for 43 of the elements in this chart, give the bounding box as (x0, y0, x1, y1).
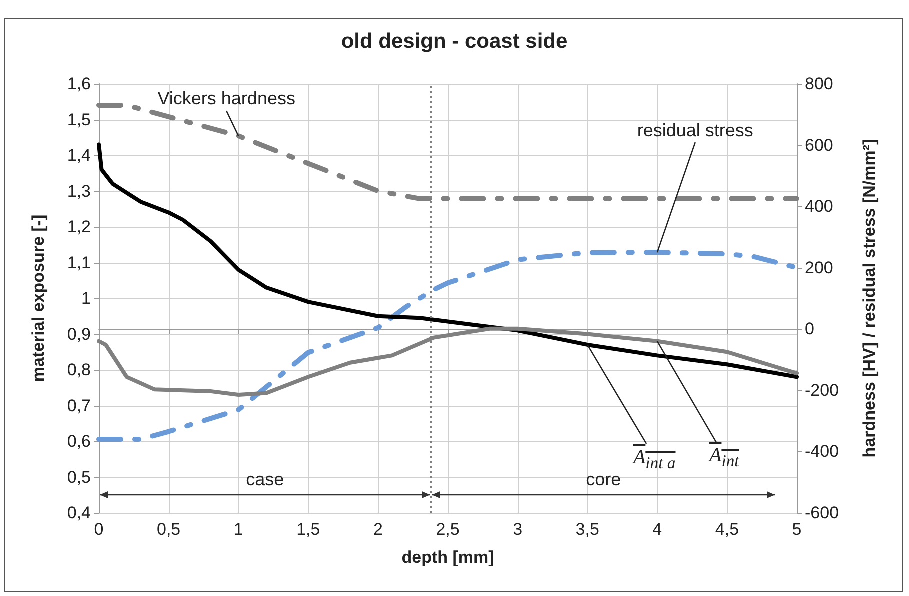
y-tick-label: 1,4 (67, 146, 91, 165)
y2-tick-label: -200 (805, 380, 840, 400)
annotation: case (246, 469, 284, 490)
y-tick-label: 1,2 (67, 218, 91, 236)
y-tick-label: 0,4 (67, 504, 91, 522)
y2-tick-label: 800 (805, 74, 834, 94)
series-label: Vickers hardness (158, 88, 296, 110)
x-tick-label: 4 (652, 520, 662, 539)
y-tick-label: 0,5 (67, 468, 91, 487)
text: residual stress (637, 120, 754, 142)
y2-tick-label: -600 (805, 504, 840, 522)
y-axis-title: material exposure [-] (29, 214, 48, 382)
y2-tick-label: 0 (805, 320, 814, 339)
chart-title: old design - coast side (341, 30, 568, 53)
y-tick-label: 0,8 (67, 360, 91, 380)
y-tick-label: 1 (82, 289, 91, 308)
x-tick-label: 0,5 (156, 520, 181, 539)
y-tick-label: 1,5 (67, 110, 91, 130)
y2-tick-label: 600 (805, 136, 834, 155)
x-tick-label: 2 (373, 520, 383, 539)
x-tick-label: 3,5 (576, 520, 600, 539)
y-tick-label: 0,7 (67, 396, 91, 416)
y-tick-label: 0,6 (67, 432, 91, 451)
y2-tick-label: -400 (805, 442, 840, 462)
y2-axis-title: hardness [HV] / residual stress [N/mm²] (860, 139, 879, 458)
y-tick-label: 1,6 (67, 74, 91, 94)
x-tick-label: 1,5 (296, 520, 320, 539)
y2-tick-label: 200 (805, 258, 834, 278)
y2-tick-label: 400 (805, 197, 834, 216)
x-tick-label: 5 (792, 520, 802, 539)
line-series (97, 142, 799, 380)
x-axis-title: depth [mm] (402, 548, 494, 567)
annotation: core (586, 469, 622, 490)
x-tick-label: 2,5 (436, 520, 460, 539)
text: A$_{int}$ (709, 444, 740, 472)
text: A$_{int a}$ (633, 446, 676, 474)
x-tick-label: 4,5 (715, 520, 740, 539)
y-tick-label: 1,3 (67, 182, 91, 201)
x-tick-label: 1 (234, 520, 244, 539)
y-tick-label: 1,1 (67, 253, 91, 272)
y-tick-label: 0,9 (67, 324, 91, 344)
x-tick-label: 0 (94, 520, 104, 539)
x-tick-label: 3 (513, 520, 523, 539)
